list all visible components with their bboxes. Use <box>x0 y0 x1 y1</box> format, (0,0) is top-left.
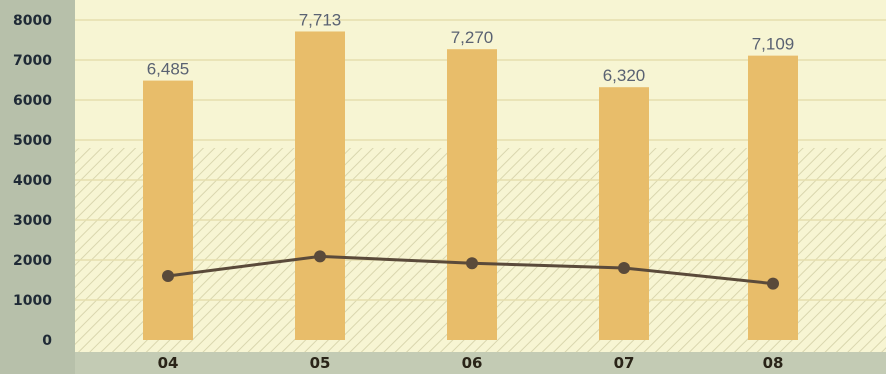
y-tick-label: 4000 <box>13 173 52 189</box>
bar-value-label: 6,320 <box>603 66 646 85</box>
y-tick-label: 1000 <box>13 293 52 309</box>
bar-value-label: 7,109 <box>752 35 795 54</box>
x-tick-label: 06 <box>462 354 483 372</box>
bar-08 <box>748 55 798 340</box>
x-axis-band <box>75 352 886 374</box>
bar-value-label: 7,270 <box>451 28 494 47</box>
x-tick-label: 07 <box>614 354 635 372</box>
y-tick-label: 2000 <box>13 253 52 269</box>
bar-07 <box>599 87 649 340</box>
left-panel <box>0 0 75 374</box>
bar-06 <box>447 49 497 340</box>
bar-04 <box>143 80 193 340</box>
line-point-04 <box>162 270 174 282</box>
y-tick-label: 8000 <box>13 13 52 29</box>
x-tick-label: 05 <box>310 354 331 372</box>
y-tick-label: 0 <box>42 333 52 349</box>
y-tick-label: 5000 <box>13 133 52 149</box>
y-tick-label: 6000 <box>13 93 52 109</box>
y-tick-label: 3000 <box>13 213 52 229</box>
line-point-05 <box>314 250 326 263</box>
x-tick-label: 08 <box>763 354 784 372</box>
x-tick-label: 04 <box>158 354 179 372</box>
bar-05 <box>295 31 345 340</box>
line-point-06 <box>466 257 478 270</box>
y-tick-label: 7000 <box>13 53 52 69</box>
line-point-07 <box>618 262 630 274</box>
bar-value-label: 7,713 <box>299 10 342 29</box>
bar-value-label: 6,485 <box>147 60 190 79</box>
line-point-08 <box>767 277 779 290</box>
